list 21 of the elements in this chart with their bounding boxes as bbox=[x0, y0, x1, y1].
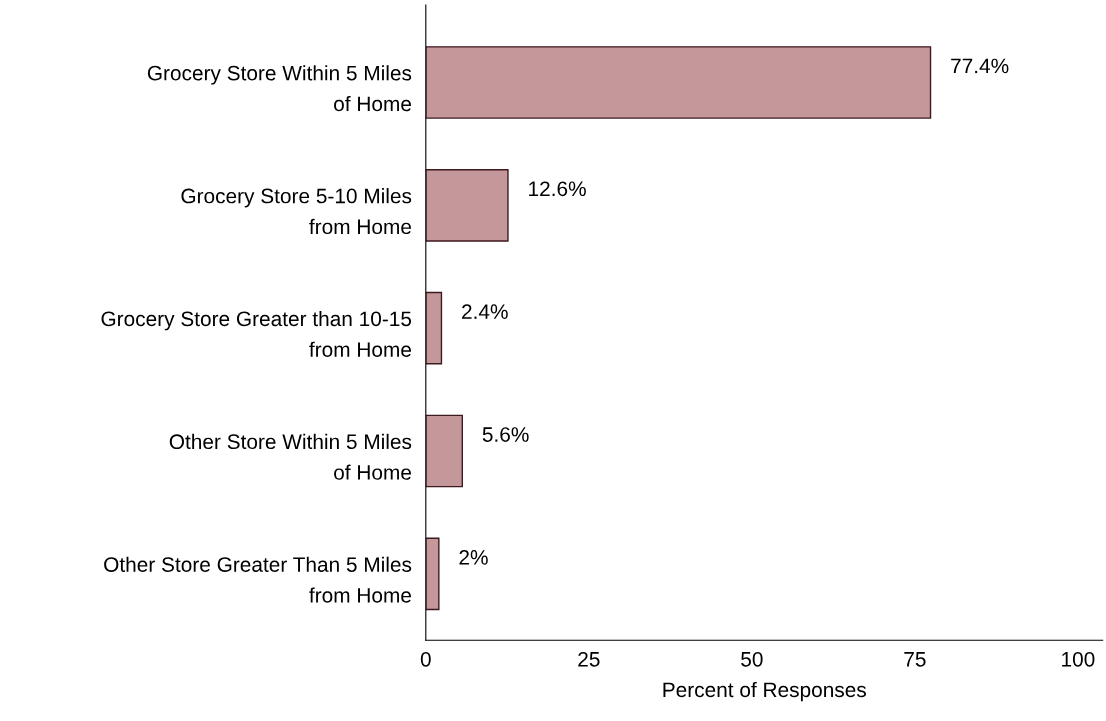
bar bbox=[425, 168, 509, 242]
bar bbox=[425, 46, 932, 119]
data-label: 2% bbox=[459, 550, 488, 565]
y-tick-label: Other Store Greater Than 5 Miles from Home bbox=[104, 556, 412, 603]
bar bbox=[425, 291, 443, 365]
bar bbox=[425, 537, 440, 611]
y-tick-label: Other Store Within 5 Miles of Home bbox=[169, 433, 412, 480]
x-tick-label: 0 bbox=[420, 651, 431, 667]
x-tick-label: 75 bbox=[904, 652, 926, 667]
data-label: 12.6% bbox=[529, 181, 586, 197]
x-tick-label: 100 bbox=[1062, 651, 1095, 667]
x-axis-title: Percent of Responses bbox=[663, 681, 866, 702]
y-tick-label: Grocery Store 5-10 Miles from Home bbox=[181, 188, 412, 235]
x-tick-label: 25 bbox=[578, 651, 600, 667]
y-tick-label: Grocery Store Greater than 10-15 from Home bbox=[101, 310, 412, 357]
x-tick-label: 50 bbox=[741, 651, 763, 667]
data-label: 5.6% bbox=[482, 427, 529, 442]
y-tick-label: Grocery Store Within 5 Miles of Home bbox=[147, 65, 412, 112]
data-label: 77.4% bbox=[951, 58, 1009, 74]
data-label: 2.4% bbox=[462, 304, 508, 319]
bar bbox=[425, 414, 464, 488]
